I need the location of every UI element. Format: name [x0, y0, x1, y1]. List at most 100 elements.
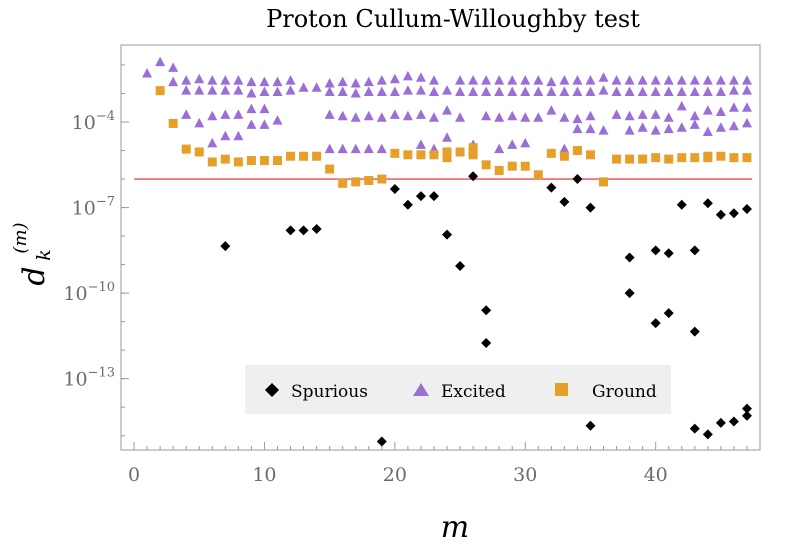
excited-point — [402, 85, 413, 95]
excited-point — [285, 85, 296, 95]
ground-point — [338, 178, 348, 188]
legend-label-spurious: Spurious — [291, 382, 368, 402]
excited-point — [455, 112, 466, 122]
excited-point — [533, 86, 544, 97]
excited-point — [181, 109, 192, 119]
ground-point — [559, 151, 569, 161]
spurious-point — [741, 203, 752, 214]
spurious-point — [428, 191, 439, 202]
excited-point — [155, 56, 166, 67]
ground-point — [572, 146, 582, 156]
spurious-point — [728, 208, 739, 219]
excited-point — [611, 86, 622, 97]
ground-point — [351, 177, 361, 187]
excited-point — [376, 75, 387, 85]
excited-point — [598, 72, 609, 82]
excited-point — [507, 139, 518, 149]
excited-point — [233, 130, 244, 141]
excited-point — [494, 143, 505, 154]
ground-point — [742, 153, 752, 163]
legend-label-excited: Excited — [441, 382, 506, 402]
excited-point — [702, 105, 713, 115]
excited-point — [272, 76, 283, 87]
ground-point — [312, 151, 322, 161]
x-tick-label: 20 — [383, 464, 407, 486]
excited-point — [298, 82, 309, 92]
y-tick-exponent: −13 — [88, 366, 115, 381]
spurious-point — [741, 403, 752, 414]
excited-point — [650, 125, 661, 135]
excited-point — [376, 143, 387, 154]
excited-point — [363, 86, 374, 97]
excited-point — [611, 75, 622, 85]
excited-point — [494, 112, 505, 122]
ground-point — [599, 177, 609, 187]
spurious-point — [298, 225, 309, 236]
y-tick-label: 10−10 — [63, 280, 115, 305]
excited-point — [663, 112, 674, 122]
ground-point — [677, 153, 687, 163]
excited-point — [585, 123, 596, 134]
excited-point — [259, 119, 270, 129]
excited-point — [572, 75, 583, 85]
legend-diamond-marker — [265, 383, 279, 397]
excited-point — [363, 143, 374, 154]
y-tick-label: 10−7 — [72, 195, 115, 220]
spurious-point — [676, 199, 687, 210]
excited-point — [220, 75, 231, 85]
excited-point — [311, 82, 322, 92]
excited-point — [337, 76, 348, 87]
ground-point — [403, 150, 413, 160]
spurious-point — [481, 338, 492, 349]
excited-point — [194, 85, 205, 95]
spurious-point — [702, 429, 713, 440]
legend-triangle-marker — [413, 383, 429, 396]
x-tick-label: 30 — [513, 464, 537, 486]
excited-point — [676, 86, 687, 97]
excited-point — [598, 125, 609, 135]
spurious-point — [455, 261, 466, 272]
ground-point — [481, 160, 491, 170]
y-axis-label-main: d — [17, 266, 52, 285]
excited-point — [207, 110, 218, 121]
x-tick-label: 40 — [644, 464, 668, 486]
y-tick-label: 10−4 — [72, 109, 115, 134]
y-tick-base: 10 — [63, 369, 87, 391]
y-tick-base: 10 — [72, 198, 96, 220]
x-axis: 0 10 20 30 40 — [128, 442, 748, 486]
excited-point — [468, 75, 479, 85]
excited-point — [650, 75, 661, 85]
excited-point — [702, 126, 713, 136]
excited-point — [272, 115, 283, 125]
excited-point — [507, 110, 518, 121]
ground-point — [729, 153, 739, 163]
spurious-point — [415, 191, 426, 202]
excited-point — [415, 139, 426, 149]
spurious-point — [389, 184, 400, 195]
ground-point — [638, 154, 648, 164]
excited-point — [428, 86, 439, 97]
excited-point — [324, 109, 335, 119]
ground-point — [207, 157, 217, 167]
excited-point — [363, 110, 374, 121]
excited-point — [676, 122, 687, 132]
excited-point — [220, 109, 231, 119]
excited-point — [598, 85, 609, 95]
excited-point — [272, 86, 283, 97]
spurious-point — [650, 318, 661, 329]
excited-point — [207, 85, 218, 95]
ground-point — [168, 118, 178, 128]
ground-point — [703, 151, 713, 161]
excited-point — [494, 86, 505, 97]
excited-point — [285, 75, 296, 85]
y-tick-base: 10 — [63, 283, 87, 305]
ground-point — [155, 86, 165, 96]
excited-point — [402, 70, 413, 81]
excited-point — [572, 123, 583, 134]
ground-point — [259, 156, 269, 166]
ground-point — [455, 147, 465, 157]
excited-point — [650, 109, 661, 119]
excited-point — [637, 109, 648, 119]
excited-point — [350, 143, 361, 154]
